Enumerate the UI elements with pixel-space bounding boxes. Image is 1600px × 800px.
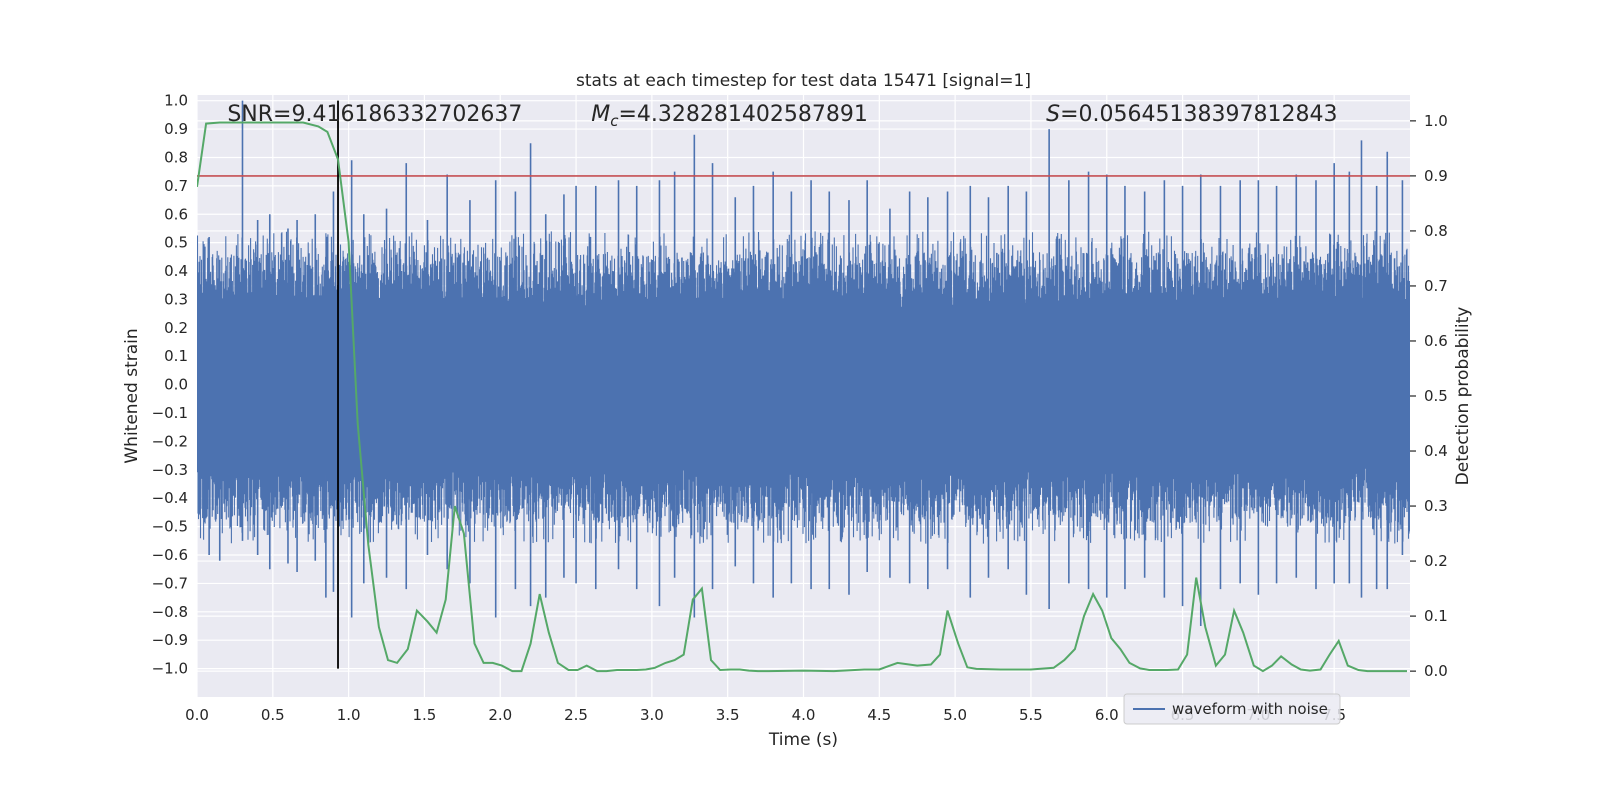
y-tick-label: −0.7 (152, 574, 188, 592)
x-tick-label: 3.5 (716, 706, 740, 724)
y-tick-label: −0.4 (152, 489, 188, 507)
y-axis-label: Whitened strain (122, 328, 142, 463)
chart-title: stats at each timestep for test data 154… (576, 71, 1031, 91)
x-tick-label: 1.0 (337, 706, 361, 724)
y2-tick-label: 0.4 (1424, 442, 1448, 460)
x-tick-label: 3.0 (640, 706, 664, 724)
s-symbol: S (1046, 102, 1060, 127)
y-tick-label: −0.5 (152, 518, 188, 536)
y-tick-label: 0.3 (164, 290, 188, 308)
y-tick-label: 0.2 (164, 319, 188, 337)
y2-tick-label: 0.0 (1424, 662, 1448, 680)
y-tick-label: −0.3 (152, 461, 188, 479)
detection-probability-line (197, 121, 1407, 673)
y-tick-label: 0.6 (164, 205, 188, 223)
y-tick-label: −0.1 (152, 404, 188, 422)
x-tick-label: 4.5 (867, 706, 891, 724)
y2-tick-label: 0.2 (1424, 552, 1448, 570)
x-tick-label: 5.5 (1019, 706, 1043, 724)
y-tick-label: 0.8 (164, 148, 188, 166)
chirp-mass-value: =4.328281402587891 (618, 102, 867, 127)
y2-tick-label: 0.9 (1424, 167, 1448, 185)
y2-tick-label: 0.3 (1424, 497, 1448, 515)
y-tick-label: 0.1 (164, 347, 188, 365)
legend-label: waveform with noise (1172, 700, 1328, 718)
x-axis-label: Time (s) (768, 730, 838, 750)
s-value: =0.05645138397812843 (1060, 102, 1337, 127)
x-tick-label: 2.5 (564, 706, 588, 724)
y2-tick-label: 1.0 (1424, 112, 1448, 130)
waveform-noise-line (197, 231, 1410, 544)
x-tick-label: 0.0 (185, 706, 209, 724)
y2-axis-label: Detection probability (1453, 307, 1473, 486)
y2-tick-label: 0.8 (1424, 222, 1448, 240)
y-tick-label: −0.8 (152, 603, 188, 621)
y2-tick-label: 0.5 (1424, 387, 1448, 405)
y2-tick-label: 0.6 (1424, 332, 1448, 350)
y-tick-label: 0.7 (164, 177, 188, 195)
chirp-mass-annotation: Mc=4.328281402587891 (591, 102, 868, 130)
x-tick-label: 4.0 (792, 706, 816, 724)
x-tick-label: 1.5 (413, 706, 437, 724)
legend: waveform with noise (1123, 693, 1341, 725)
y-tick-label: −1.0 (152, 660, 188, 678)
y-tick-label: 0.9 (164, 120, 188, 138)
y-tick-label: 0.0 (164, 376, 188, 394)
y-tick-label: 0.4 (164, 262, 188, 280)
snr-annotation: SNR=9.416186332702637 (227, 102, 522, 127)
waveform-series (197, 100, 1410, 627)
y-tick-label: −0.2 (152, 432, 188, 450)
y2-tick-label: 0.7 (1424, 277, 1448, 295)
y-tick-label: 1.0 (164, 92, 188, 110)
x-tick-label: 6.0 (1095, 706, 1119, 724)
y2-tick-label: 0.1 (1424, 607, 1448, 625)
chirp-mass-subscript: c (610, 112, 619, 130)
x-tick-label: 2.0 (488, 706, 512, 724)
legend-box (1123, 693, 1341, 725)
x-tick-label: 5.0 (943, 706, 967, 724)
chirp-mass-symbol: M (591, 102, 610, 127)
y-tick-label: −0.9 (152, 631, 188, 649)
y-tick-label: −0.6 (152, 546, 188, 564)
y-tick-label: 0.5 (164, 234, 188, 252)
s-annotation: S=0.05645138397812843 (1046, 102, 1337, 127)
x-tick-label: 0.5 (261, 706, 285, 724)
